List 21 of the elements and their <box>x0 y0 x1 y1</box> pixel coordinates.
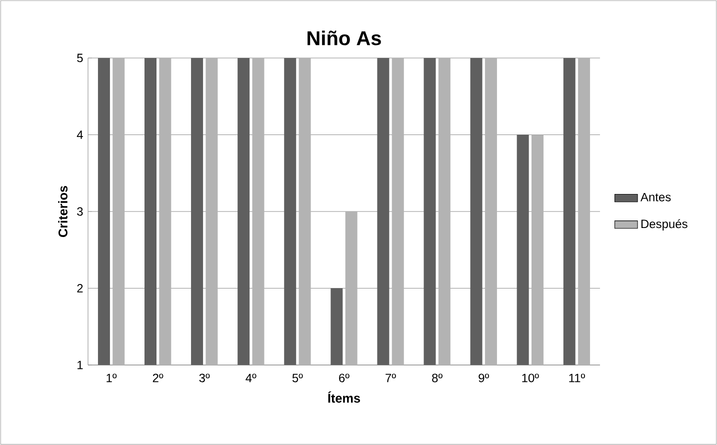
x-axis-title: Ítems <box>328 391 360 403</box>
x-tick-label: 11º <box>569 374 586 382</box>
y-tick-label: 3 <box>77 207 83 216</box>
x-tick-label: 7º <box>386 374 396 382</box>
x-tick-label: 5º <box>292 374 303 382</box>
y-tick-label: 2 <box>77 284 83 292</box>
legend-label: Después <box>641 219 688 231</box>
x-tick-label: 4º <box>246 374 256 382</box>
x-tick-label: 10º <box>522 374 539 382</box>
legend-label: Antes <box>640 192 671 202</box>
x-tick-label: 6º <box>339 374 350 382</box>
y-tick-label: 4 <box>76 130 83 139</box>
y-axis-title: Criterios <box>58 186 68 238</box>
x-tick-label: 1º <box>106 374 117 382</box>
x-tick-label: 2º <box>152 374 164 382</box>
chart-title: Niño As <box>308 30 381 46</box>
x-tick-label: 8º <box>432 374 442 382</box>
x-tick-label: 3º <box>199 374 210 382</box>
x-tick-label: 9º <box>478 374 490 382</box>
y-tick-label: 5 <box>77 54 83 62</box>
y-tick-label: 1 <box>78 360 83 370</box>
